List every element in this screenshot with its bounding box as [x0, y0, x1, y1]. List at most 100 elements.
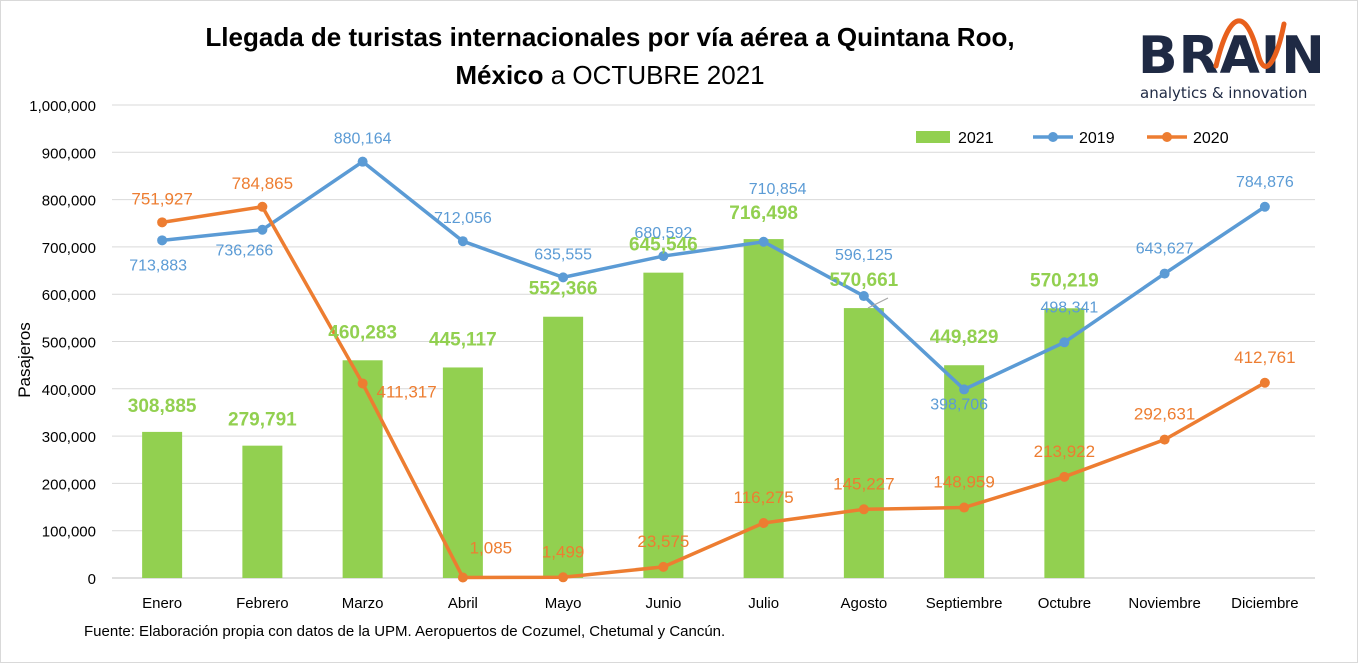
x-tick-label: Enero: [142, 595, 182, 612]
data-label-2020: 1,085: [470, 538, 513, 557]
series-point: [1059, 471, 1070, 482]
data-label-2019: 712,056: [434, 210, 492, 227]
data-labels: 308,885 279,791 460,283 445,117 552,366 645,5…: [128, 131, 1296, 562]
data-label-2020: 751,927: [131, 189, 192, 208]
series-point: [658, 251, 669, 262]
legend-label: 2019: [1079, 130, 1115, 147]
x-tick-label: Septiembre: [926, 595, 1003, 612]
y-tick-label: 400,000: [42, 382, 96, 399]
data-label-2019: 880,164: [334, 131, 392, 148]
x-tick-label: Julio: [748, 595, 779, 612]
bar: [1044, 308, 1085, 578]
data-label-2021: 570,661: [830, 270, 899, 291]
bar: [342, 360, 383, 578]
y-tick-label: 300,000: [42, 429, 96, 446]
y-tick-label: 0: [88, 571, 96, 588]
data-label-2020: 292,631: [1134, 405, 1195, 424]
data-label-2019: 736,266: [215, 243, 273, 260]
data-label-2021: 716,498: [729, 203, 798, 224]
series-point: [257, 201, 268, 212]
data-label-2021: 308,885: [128, 396, 197, 417]
series-point: [457, 236, 468, 247]
legend-swatch-marker: [1048, 132, 1058, 142]
series-point: [858, 291, 869, 302]
data-label-2021: 552,366: [529, 279, 598, 300]
bar: [643, 272, 684, 578]
data-label-2021: 645,546: [629, 235, 698, 256]
x-tick-label: Mayo: [545, 595, 582, 612]
series-point: [1259, 377, 1270, 388]
data-label-2019: 635,555: [534, 246, 592, 263]
series-point: [357, 156, 368, 167]
data-label-2019: 713,883: [129, 257, 187, 274]
x-tick-label: Octubre: [1038, 595, 1091, 612]
bar: [442, 367, 483, 578]
y-tick-label: 200,000: [42, 476, 96, 493]
series-point: [758, 518, 769, 529]
series-point: [1159, 268, 1170, 279]
series-line: [161, 159, 1266, 392]
y-tick-label: 900,000: [42, 145, 96, 162]
legend-swatch-marker: [1162, 132, 1172, 142]
series-point: [457, 572, 468, 583]
x-tick-label: Marzo: [342, 595, 384, 612]
data-label-2021: 445,117: [429, 329, 497, 350]
series-point: [558, 572, 569, 583]
logo-tagline: analytics & innovation: [1140, 84, 1308, 102]
series-point: [357, 378, 368, 389]
data-label-2020: 411,317: [377, 382, 437, 401]
x-tick-label: Junio: [645, 595, 681, 612]
legend: 2021 2019 2020: [916, 130, 1229, 147]
data-label-2020: 23,575: [637, 532, 689, 551]
x-tick-label: Abril: [448, 595, 478, 612]
series-point: [858, 504, 869, 515]
data-label-2021: 449,829: [930, 327, 999, 348]
data-label-2021: 570,219: [1030, 270, 1099, 291]
x-tick-label: Diciembre: [1231, 595, 1299, 612]
series-point: [157, 217, 168, 228]
y-tick-label: 600,000: [42, 287, 96, 304]
label-leader-line: [867, 297, 889, 309]
data-label-2021: 460,283: [328, 322, 397, 343]
bar: [843, 308, 884, 578]
logo-wave-icon: [1213, 18, 1287, 69]
data-label-2020: 1,499: [542, 542, 585, 561]
bar: [242, 445, 283, 578]
data-label-2019: 710,854: [749, 181, 807, 198]
data-label-2020: 145,227: [833, 474, 894, 493]
data-label-2019: 680,592: [634, 225, 692, 242]
title-line-1: Llegada de turistas internacionales por …: [205, 22, 1015, 52]
data-label-2020: 412,761: [1234, 348, 1295, 367]
x-tick-label: Agosto: [841, 595, 888, 612]
y-tick-label: 700,000: [42, 240, 96, 257]
y-axis-label: Pasajeros: [15, 322, 34, 398]
bar: [142, 431, 183, 578]
logo-wordmark: BRAIN: [1138, 26, 1326, 86]
series-point: [257, 224, 268, 235]
bars-2021: [142, 239, 1085, 579]
series-point: [959, 502, 970, 513]
y-axis: 0 100,000 200,000 300,000 400,000 500,000 600,…: [29, 98, 96, 588]
x-tick-label: Noviembre: [1128, 595, 1201, 612]
legend-label: 2020: [1193, 130, 1229, 147]
series-point: [1259, 201, 1270, 212]
logo-wave-path: [1213, 18, 1287, 69]
data-label-2020: 784,865: [232, 174, 293, 193]
data-label-2019: 596,125: [835, 247, 893, 264]
data-label-2020: 148,959: [933, 473, 994, 492]
title-rest: a OCTUBRE 2021: [550, 60, 765, 90]
source-note: Fuente: Elaboración propia con datos de …: [84, 623, 726, 640]
data-label-2019: 784,876: [1236, 174, 1294, 191]
series-point: [1159, 434, 1170, 445]
data-label-2020: 213,922: [1034, 442, 1095, 461]
series-point: [658, 561, 669, 572]
legend-label: 2021: [958, 130, 994, 147]
legend-swatch-bar: [916, 131, 950, 143]
series-point: [758, 236, 769, 247]
data-label-2019: 498,341: [1040, 299, 1098, 316]
x-axis: Enero Febrero Marzo Abril Mayo Junio Julio Agos…: [142, 595, 1299, 612]
data-label-2021: 279,791: [228, 410, 297, 431]
series-point: [558, 272, 569, 283]
title-bold-word: México: [455, 60, 544, 90]
